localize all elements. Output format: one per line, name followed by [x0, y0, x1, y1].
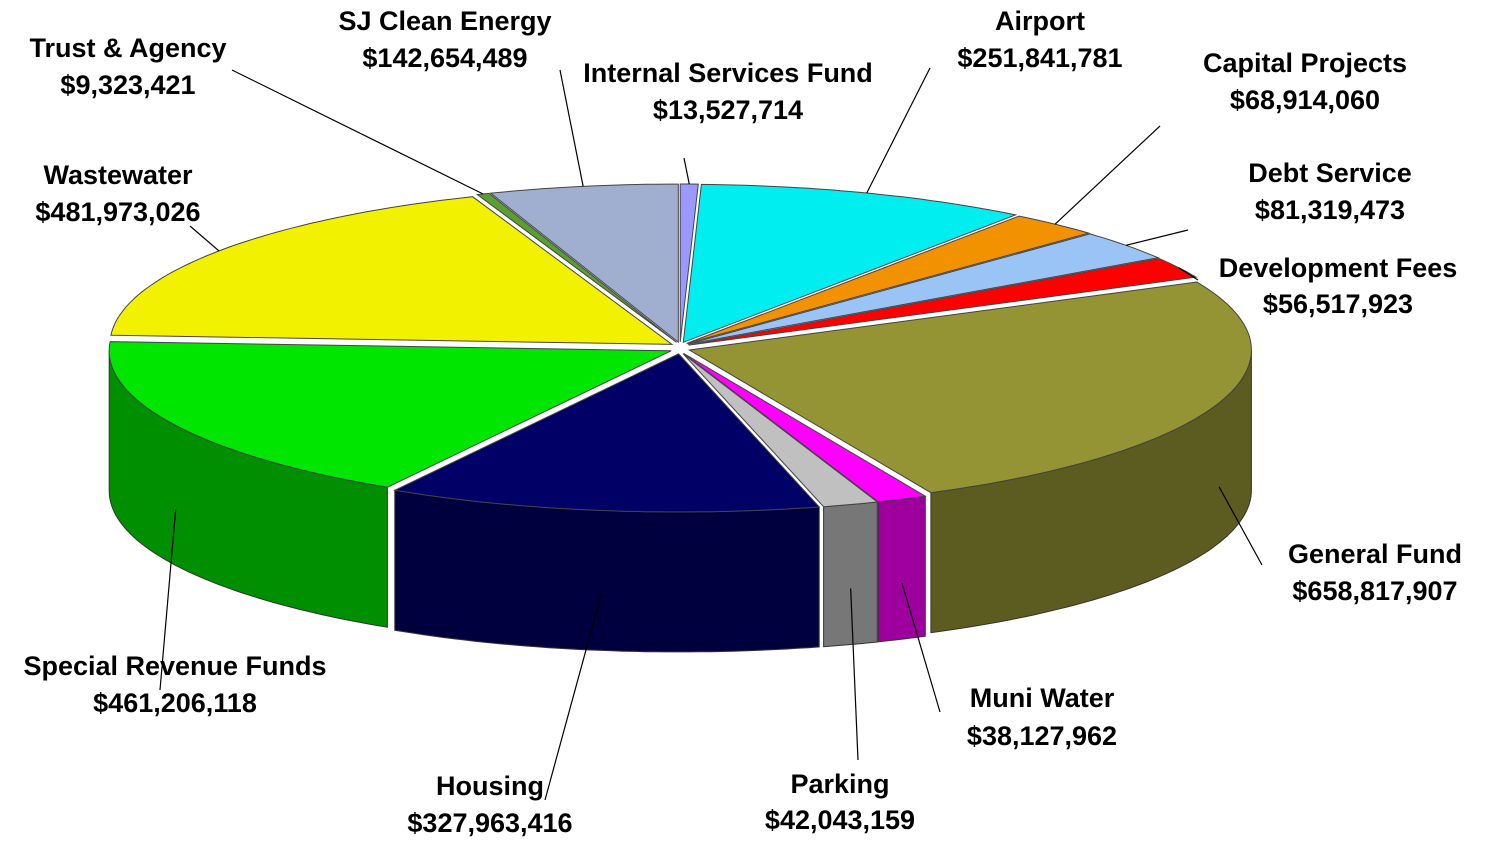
leader-line [866, 67, 931, 194]
category-label: SJ Clean Energy [338, 6, 551, 36]
value-label: $68,914,060 [1230, 85, 1380, 115]
slice-side [877, 495, 926, 643]
category-label: General Fund [1288, 539, 1462, 569]
slice [393, 353, 821, 513]
value-label: $481,973,026 [35, 197, 200, 227]
leader-line [159, 509, 177, 691]
category-label: Parking [790, 769, 889, 799]
slice-sides [108, 349, 1252, 653]
value-label: $56,517,923 [1263, 289, 1413, 319]
value-label: $38,127,962 [967, 721, 1117, 751]
value-label: $9,323,421 [60, 70, 195, 100]
leader-line [1125, 229, 1189, 246]
value-label: $461,206,118 [93, 688, 257, 718]
category-label: Internal Services Fund [583, 58, 873, 88]
slice-side [823, 501, 878, 648]
category-label: Debt Service [1248, 158, 1412, 188]
slice-side [394, 489, 820, 653]
labels: Internal Services Fund $13,527,714 Airport… [23, 6, 1462, 838]
slice [108, 341, 672, 488]
slice [683, 353, 927, 503]
value-label: $81,319,473 [1255, 195, 1405, 225]
leader-line [1178, 267, 1199, 281]
category-label: Trust & Agency [29, 33, 226, 63]
category-label: Development Fees [1219, 253, 1458, 283]
category-label: Special Revenue Funds [23, 651, 326, 681]
category-label: Wastewater [43, 160, 193, 190]
category-label: Housing [436, 771, 544, 801]
slice-tops [108, 183, 1252, 513]
value-label: $327,963,416 [407, 808, 572, 838]
slice [688, 257, 1198, 346]
value-label: $13,527,714 [653, 95, 803, 125]
slice [682, 183, 1018, 344]
slice [687, 233, 1160, 345]
leader-line [559, 69, 584, 187]
leader-line [850, 588, 859, 761]
category-label: Capital Projects [1203, 48, 1407, 78]
leader-line [683, 157, 690, 185]
slice [682, 353, 879, 508]
leader-line [544, 594, 602, 801]
value-label: $142,654,489 [362, 43, 527, 73]
slice [687, 281, 1252, 494]
value-label: $658,817,907 [1292, 576, 1457, 606]
category-label: Airport [995, 6, 1085, 36]
leader-line [901, 582, 941, 713]
value-label: $251,841,781 [957, 43, 1122, 73]
leader-line [189, 225, 220, 252]
slice [489, 183, 679, 344]
leader-line [231, 69, 484, 195]
leader-line [1054, 125, 1161, 225]
leader-line [1218, 486, 1263, 566]
value-label: $42,043,159 [765, 805, 915, 835]
category-label: Muni Water [970, 683, 1115, 713]
